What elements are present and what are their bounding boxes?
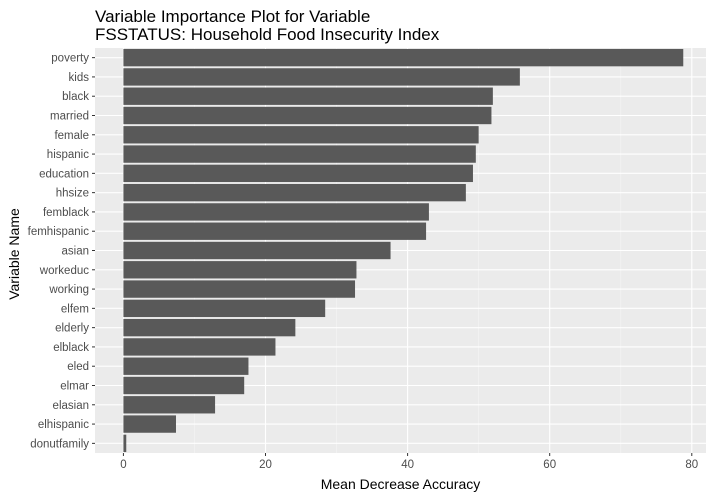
x-tick-label: 0 bbox=[120, 459, 126, 471]
bar-elblack bbox=[123, 338, 276, 356]
y-tick-label: working bbox=[48, 284, 89, 296]
y-tick-labels: poverty kids black married female hispanic edu… bbox=[28, 53, 95, 450]
y-tick-label: asian bbox=[62, 246, 90, 258]
y-tick-label: kids bbox=[69, 72, 90, 84]
x-axis-label: Mean Decrease Accuracy bbox=[320, 476, 481, 492]
y-tick-label: elblack bbox=[53, 342, 89, 354]
y-tick-label: elderly bbox=[55, 323, 89, 335]
bars bbox=[123, 48, 684, 453]
bar-education bbox=[123, 164, 473, 183]
bar-elmar bbox=[123, 376, 245, 395]
x-tick-label: 60 bbox=[543, 459, 556, 471]
y-tick-label: eled bbox=[67, 361, 89, 373]
bar-hhsize bbox=[123, 183, 466, 202]
bar-kids bbox=[123, 68, 520, 86]
y-tick-label: elhispanic bbox=[38, 419, 89, 431]
chart-subtitle: FSSTATUS: Household Food Insecurity Inde… bbox=[95, 25, 440, 44]
x-tick-label: 20 bbox=[259, 459, 272, 471]
bar-elfem bbox=[123, 299, 326, 318]
bar-elhispanic bbox=[123, 415, 176, 433]
bar-donutfamily bbox=[123, 434, 127, 453]
bar-elderly bbox=[123, 318, 296, 337]
y-tick-label: female bbox=[54, 130, 89, 142]
y-tick-label: hhsize bbox=[56, 188, 89, 200]
bar-elasian bbox=[123, 396, 216, 414]
y-tick-label: education bbox=[39, 168, 89, 180]
chart-title: Variable Importance Plot for Variable bbox=[95, 7, 371, 26]
bar-black bbox=[123, 87, 493, 105]
bar-femblack bbox=[123, 203, 429, 221]
y-tick-label: elfem bbox=[61, 303, 89, 315]
y-tick-label: poverty bbox=[51, 53, 89, 65]
bar-femhispanic bbox=[123, 222, 427, 240]
x-tick-label: 80 bbox=[685, 459, 698, 471]
bar-married bbox=[123, 106, 492, 125]
y-tick-label: femhispanic bbox=[28, 226, 90, 238]
y-tick-label: femblack bbox=[43, 207, 89, 219]
bar-female bbox=[123, 126, 479, 144]
y-tick-label: elmar bbox=[60, 381, 89, 393]
y-tick-label: hispanic bbox=[47, 149, 89, 161]
bar-asian bbox=[123, 241, 391, 260]
y-tick-label: elasian bbox=[53, 400, 89, 412]
bar-workeduc bbox=[123, 261, 357, 279]
bar-poverty bbox=[123, 48, 684, 67]
y-tick-label: black bbox=[62, 91, 89, 103]
x-tick-label: 40 bbox=[401, 459, 414, 471]
y-tick-label: donutfamily bbox=[30, 438, 89, 450]
x-tick-labels: 0 20 40 60 80 bbox=[120, 453, 698, 471]
y-tick-label: married bbox=[50, 111, 89, 123]
bar-eled bbox=[123, 357, 249, 375]
bar-hispanic bbox=[123, 145, 476, 163]
y-tick-label: workeduc bbox=[39, 265, 89, 277]
bar-working bbox=[123, 280, 356, 298]
